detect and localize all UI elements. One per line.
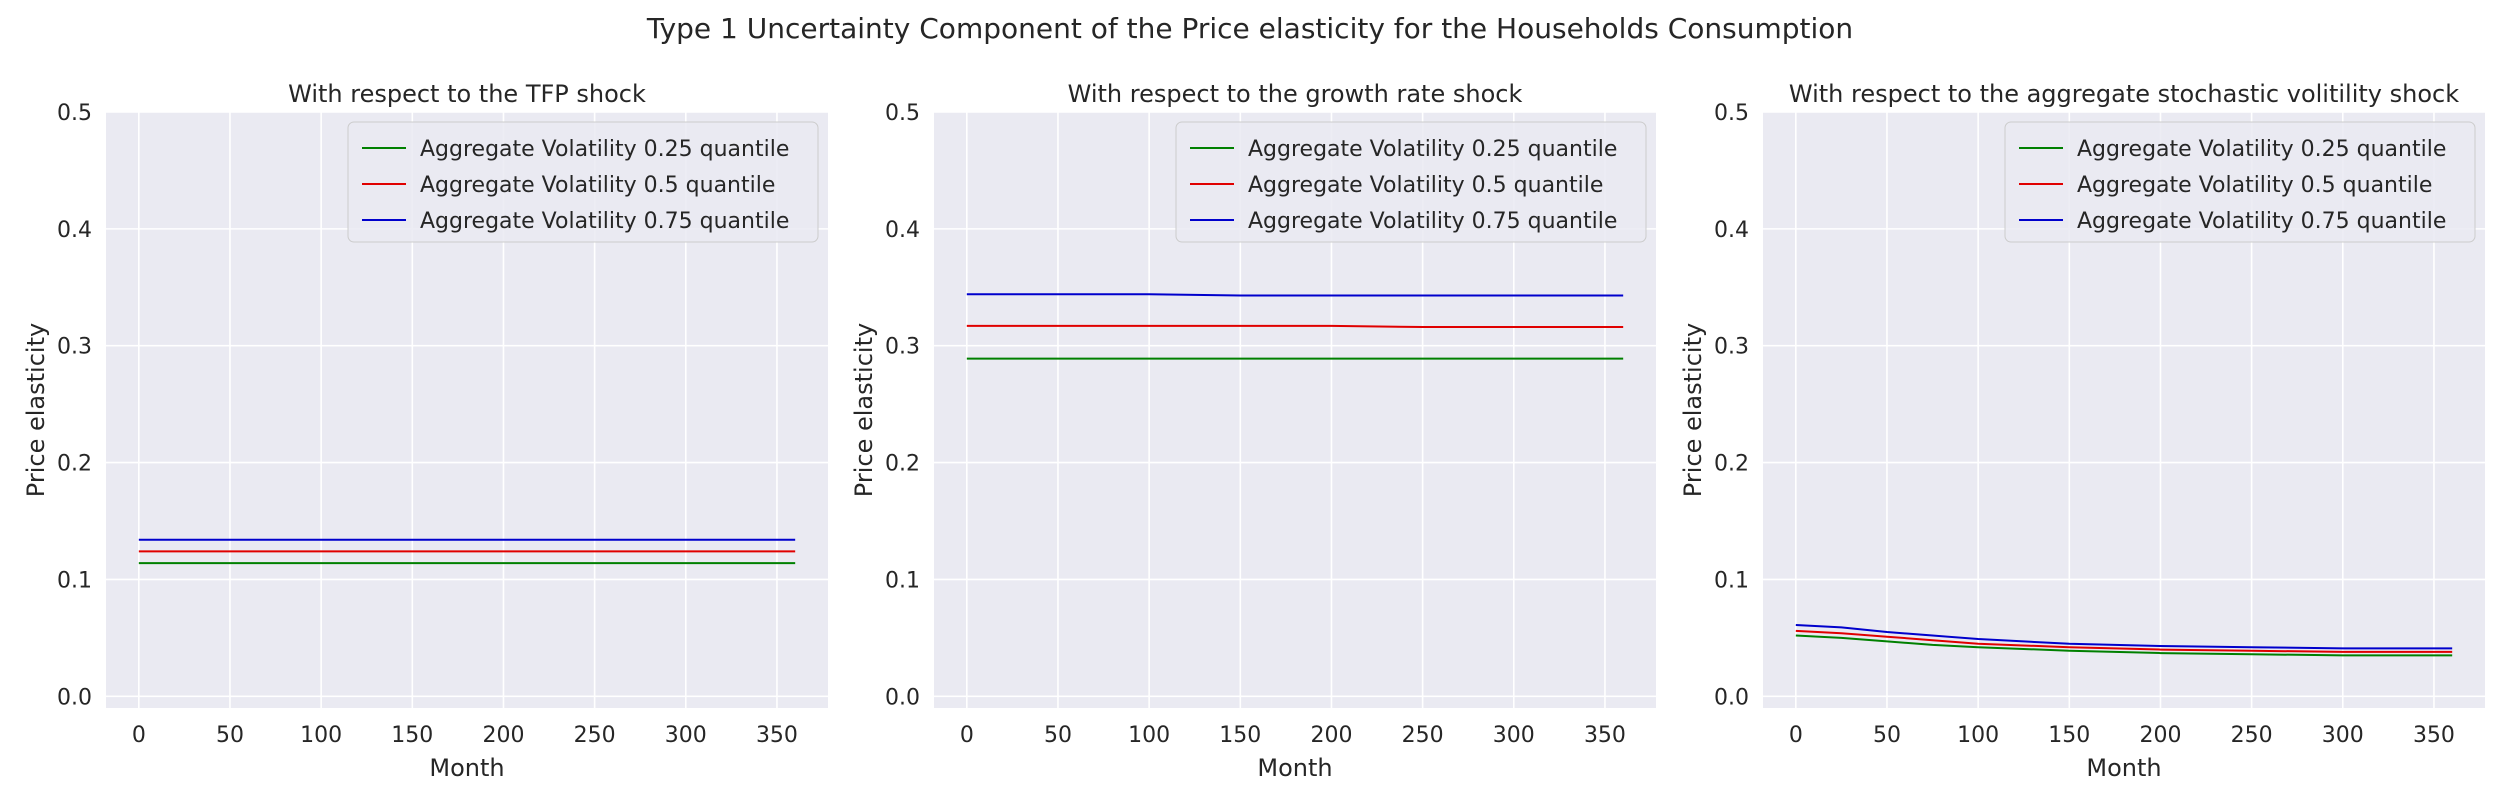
series-line-3 bbox=[1795, 624, 2453, 650]
y-tick-label: 0.0 bbox=[885, 685, 920, 710]
subplot-2: 0 50 100 150 200 250 300 350 0.0 0.1 0.2 0.3 0.4 0.5 W… bbox=[850, 80, 1656, 782]
legend: Aggregate Volatility 0.25 quantile Aggreg… bbox=[2004, 121, 2476, 243]
y-tick-label: 0.2 bbox=[1714, 452, 1749, 477]
subplot-1: 0 50 100 150 200 250 300 350 0.0 0.1 0.2 0.3 0.4 0.5 W… bbox=[22, 80, 828, 782]
legend-entry-label: Aggregate Volatility 0.75 quantile bbox=[1248, 209, 1617, 234]
y-tick-label: 0.2 bbox=[57, 452, 92, 477]
legend-frame bbox=[2004, 121, 2476, 243]
y-tick-label: 0.0 bbox=[1714, 685, 1749, 710]
x-tick-label: 300 bbox=[665, 723, 707, 748]
subplot-panels: 0 50 100 150 200 250 300 350 0.0 0.1 0.2 0.3 0.4 0.5 W… bbox=[22, 80, 2485, 782]
x-tick-label: 150 bbox=[1219, 723, 1261, 748]
subplot-3: 0 50 100 150 200 250 300 350 0.0 0.1 0.2 0.3 0.4 0.5 W… bbox=[1679, 80, 2485, 782]
x-tick-label: 300 bbox=[1493, 723, 1535, 748]
y-tick-label: 0.4 bbox=[1714, 218, 1749, 243]
legend-entry-label: Aggregate Volatility 0.25 quantile bbox=[2077, 137, 2446, 162]
series-line-2 bbox=[966, 324, 1624, 329]
x-tick-label: 250 bbox=[574, 723, 616, 748]
x-axis-label: Month bbox=[2086, 754, 2161, 782]
x-tick-label: 0 bbox=[1789, 723, 1803, 748]
x-tick-label: 50 bbox=[1044, 723, 1072, 748]
subplot-title: With respect to the aggregate stochastic… bbox=[1789, 80, 2459, 108]
y-tick-label: 0.4 bbox=[885, 218, 920, 243]
subplot-title: With respect to the TFP shock bbox=[288, 80, 646, 108]
x-tick-label: 250 bbox=[1402, 723, 1444, 748]
y-tick-label: 0.1 bbox=[885, 568, 920, 593]
y-tick-label: 0.5 bbox=[885, 101, 920, 126]
figure-suptitle: Type 1 Uncertainty Component of the Pric… bbox=[646, 12, 1853, 45]
x-tick-label: 200 bbox=[2139, 723, 2181, 748]
y-axis-label: Price elasticity bbox=[1679, 323, 1707, 497]
x-tick-label: 200 bbox=[1310, 723, 1352, 748]
x-tick-label: 100 bbox=[1957, 723, 1999, 748]
y-axis-label: Price elasticity bbox=[22, 323, 50, 497]
y-axis-label: Price elasticity bbox=[850, 323, 878, 497]
y-tick-label: 0.3 bbox=[885, 335, 920, 360]
y-tick-label: 0.0 bbox=[57, 685, 92, 710]
legend-entry-label: Aggregate Volatility 0.25 quantile bbox=[420, 137, 789, 162]
y-tick-label: 0.5 bbox=[1714, 101, 1749, 126]
x-tick-label: 150 bbox=[391, 723, 433, 748]
x-tick-label: 0 bbox=[132, 723, 146, 748]
x-tick-label: 50 bbox=[1873, 723, 1901, 748]
legend-entry-label: Aggregate Volatility 0.25 quantile bbox=[1248, 137, 1617, 162]
x-tick-label: 200 bbox=[482, 723, 524, 748]
subplot-title: With respect to the growth rate shock bbox=[1068, 80, 1523, 108]
x-tick-label: 250 bbox=[2231, 723, 2273, 748]
x-tick-label: 100 bbox=[300, 723, 342, 748]
legend: Aggregate Volatility 0.25 quantile Aggreg… bbox=[347, 121, 819, 243]
y-tick-label: 0.3 bbox=[1714, 335, 1749, 360]
x-tick-label: 0 bbox=[960, 723, 974, 748]
y-tick-label: 0.3 bbox=[57, 335, 92, 360]
y-tick-label: 0.5 bbox=[57, 101, 92, 126]
series-line-3 bbox=[966, 293, 1624, 297]
x-tick-label: 350 bbox=[756, 723, 798, 748]
x-tick-label: 100 bbox=[1128, 723, 1170, 748]
x-tick-label: 50 bbox=[216, 723, 244, 748]
x-tick-label: 150 bbox=[2048, 723, 2090, 748]
legend-frame bbox=[347, 121, 819, 243]
y-tick-label: 0.2 bbox=[885, 452, 920, 477]
series-line-2 bbox=[1795, 629, 2453, 653]
series-line-1 bbox=[1795, 634, 2453, 657]
y-tick-label: 0.1 bbox=[57, 568, 92, 593]
legend-entry-label: Aggregate Volatility 0.5 quantile bbox=[420, 173, 775, 198]
legend-entry-label: Aggregate Volatility 0.5 quantile bbox=[1248, 173, 1603, 198]
x-axis-label: Month bbox=[1257, 754, 1332, 782]
x-tick-label: 350 bbox=[2413, 723, 2455, 748]
legend-entry-label: Aggregate Volatility 0.75 quantile bbox=[2077, 209, 2446, 234]
x-axis-label: Month bbox=[429, 754, 504, 782]
legend-entry-label: Aggregate Volatility 0.75 quantile bbox=[420, 209, 789, 234]
legend: Aggregate Volatility 0.25 quantile Aggreg… bbox=[1175, 121, 1647, 243]
y-tick-label: 0.1 bbox=[1714, 568, 1749, 593]
legend-entry-label: Aggregate Volatility 0.5 quantile bbox=[2077, 173, 2432, 198]
x-tick-label: 350 bbox=[1584, 723, 1626, 748]
x-tick-label: 300 bbox=[2322, 723, 2364, 748]
y-tick-label: 0.4 bbox=[57, 218, 92, 243]
legend-frame bbox=[1175, 121, 1647, 243]
